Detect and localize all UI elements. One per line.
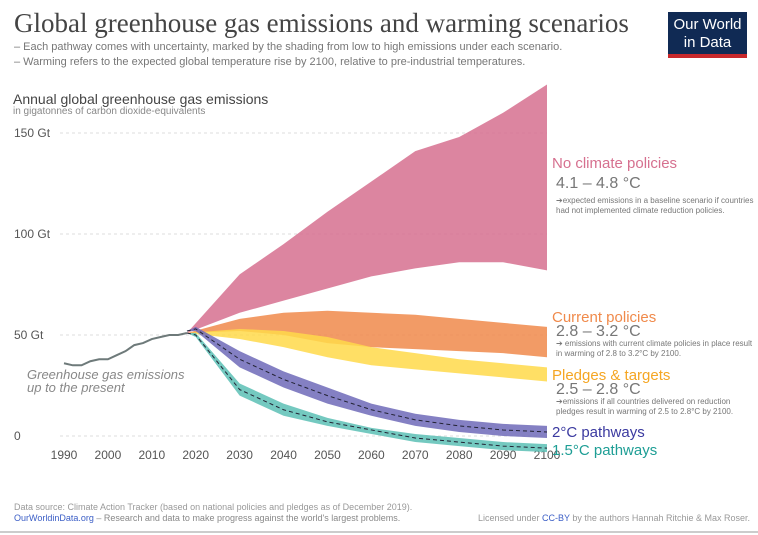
- band-2-c-pathways: [186, 326, 548, 439]
- y-axis-unit: in gigatonnes of carbon dioxide-equivale…: [13, 106, 206, 117]
- owid-logo[interactable]: Our World in Data: [668, 12, 747, 58]
- footer-rule: [0, 531, 758, 533]
- chart-title: Global greenhouse gas emissions and warm…: [14, 8, 629, 38]
- series-label: 1.5°C pathways: [552, 442, 658, 459]
- series-label: Pledges & targets: [552, 367, 671, 384]
- band-current-policies: [186, 310, 548, 358]
- series-note: ➔expected emissions in a baseline scenar…: [556, 196, 754, 215]
- owid-link[interactable]: OurWorldinData.org: [14, 513, 94, 523]
- temperature-range: 2.8 – 3.2 °C: [556, 323, 641, 340]
- subtitle-1: – Each pathway comes with uncertainty, m…: [14, 41, 563, 53]
- y-tick-label: 50 Gt: [14, 328, 44, 342]
- y-axis-title: Annual global greenhouse gas emissions: [13, 91, 269, 107]
- median-line: [186, 332, 548, 449]
- band-1-5-c-pathways: [186, 332, 548, 453]
- x-tick-label: 2050: [314, 448, 341, 462]
- y-tick-label: 0: [14, 429, 21, 443]
- y-tick-label: 150 Gt: [14, 126, 51, 140]
- temperature-range: 4.1 – 4.8 °C: [556, 175, 641, 192]
- license: Licensed under CC-BY by the authors Hann…: [478, 513, 750, 523]
- temperature-range: 2.5 – 2.8 °C: [556, 381, 641, 398]
- median-line: [186, 328, 548, 433]
- x-tick-label: 2060: [358, 448, 385, 462]
- data-source: Data source: Climate Action Tracker (bas…: [14, 502, 413, 512]
- x-tick-label: 2040: [270, 448, 297, 462]
- x-tick-label: 2010: [138, 448, 165, 462]
- x-tick-label: 1990: [51, 448, 78, 462]
- series-label: No climate policies: [552, 155, 678, 172]
- history-line: [63, 332, 188, 367]
- license-link[interactable]: CC-BY: [542, 513, 570, 523]
- series-label: 2°C pathways: [552, 424, 645, 441]
- footer-site: OurWorldinData.org – Research and data t…: [14, 513, 400, 523]
- x-tick-label: 2090: [490, 448, 517, 462]
- x-tick-label: 2080: [446, 448, 473, 462]
- series-note: ➔emissions if all countries delivered on…: [556, 397, 734, 416]
- series-label: Current policies: [552, 309, 657, 326]
- band-pledges-targets: [186, 328, 548, 382]
- license-text: Licensed under: [478, 513, 543, 523]
- band-no-climate-policies: [186, 84, 548, 333]
- history-label: Greenhouse gas emissions up to the prese…: [27, 367, 185, 395]
- series-note: ➔ emissions with current climate policie…: [556, 339, 753, 358]
- y-tick-label: 100 Gt: [14, 227, 51, 241]
- x-tick-label: 2020: [182, 448, 209, 462]
- logo-text: Our World in Data: [673, 16, 742, 51]
- subtitle-2: – Warming refers to the expected global …: [14, 56, 526, 68]
- x-tick-label: 2070: [402, 448, 429, 462]
- x-tick-label: 2000: [95, 448, 122, 462]
- authors-text: by the authors Hannah Ritchie & Max Rose…: [569, 513, 750, 523]
- x-tick-label: 2030: [226, 448, 253, 462]
- tagline: – Research and data to make progress aga…: [93, 513, 401, 523]
